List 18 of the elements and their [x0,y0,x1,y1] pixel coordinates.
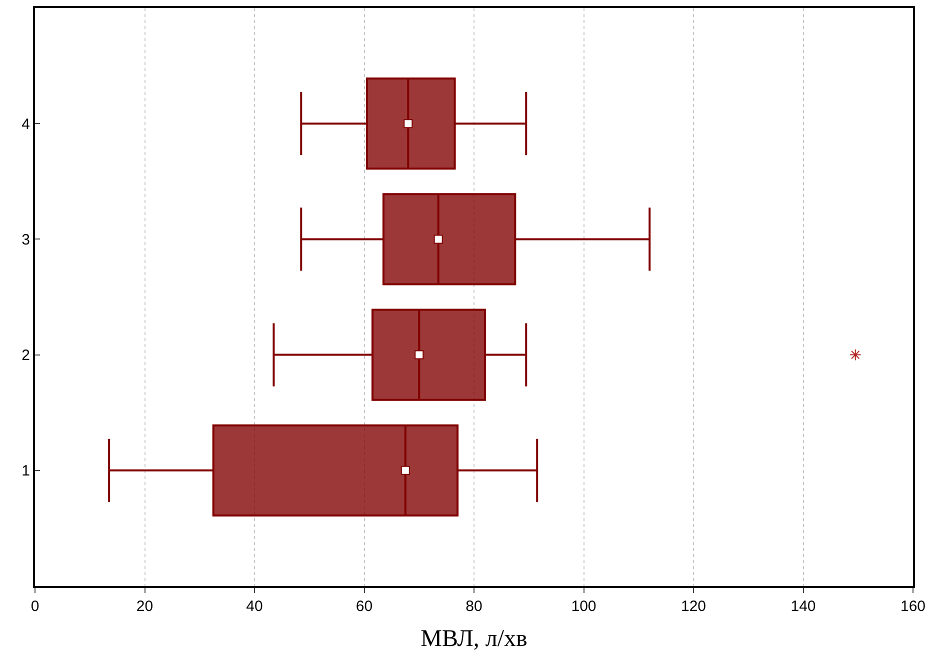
x-tick-label: 160 [900,598,926,615]
x-tick-label: 20 [136,598,154,615]
x-tick-label: 80 [466,598,482,615]
point [434,234,443,244]
x-tick-label: 0 [30,598,40,615]
point [400,466,410,475]
point [414,350,424,360]
y-tick-label: 4 [22,116,30,133]
y-tick-label: 2 [22,347,30,364]
x-tick-label: 40 [246,598,263,615]
x-tick-label: 120 [680,598,706,615]
x-tick-label: 60 [356,598,373,615]
point [404,119,413,128]
x-tick-label: 100 [571,598,596,615]
x-axis-title: МВЛ, л/хв [420,626,528,652]
y-tick-label: 1 [22,462,30,480]
x-tick-label: 140 [790,598,816,615]
y-tick-label: 3 [22,231,30,248]
